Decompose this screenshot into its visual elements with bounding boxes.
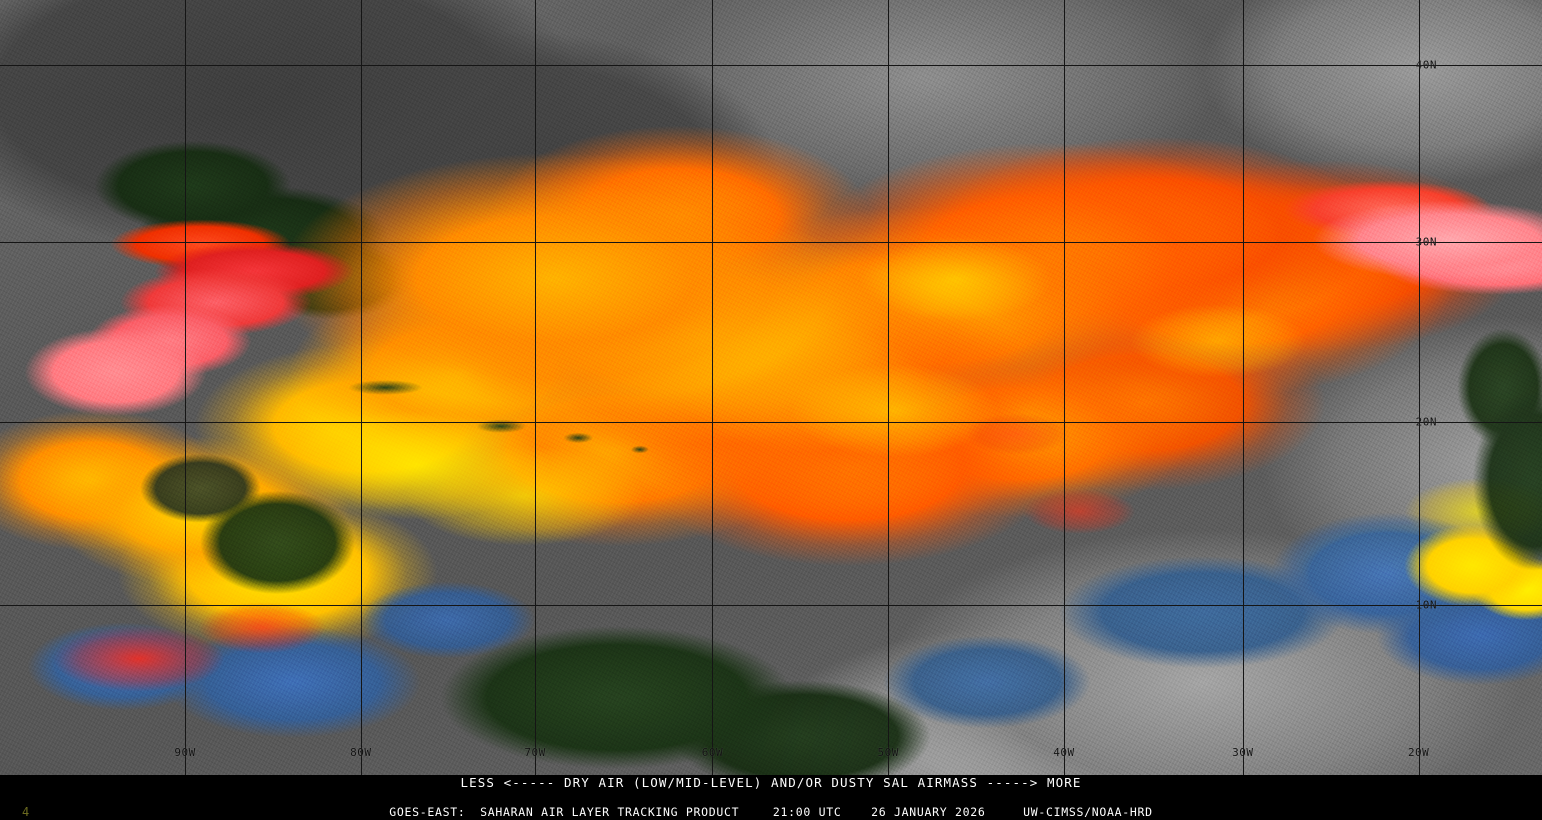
satellite-map[interactable]: 40N 30N 20N 10N 90W 80W 70W 60W 50W 40W 30W 20W	[0, 0, 1542, 775]
legend-panel: LESS <----- DRY AIR (LOW/MID-LEVEL) AND/…	[0, 775, 1542, 820]
credit-label: UW-CIMSS/NOAA-HRD	[1023, 805, 1153, 819]
layer-caribbean-islands	[0, 0, 1542, 775]
layer-pixel-noise	[0, 0, 1542, 775]
observation-date-label: 26 JANUARY 2026	[871, 805, 986, 819]
map-imagery-layers	[0, 0, 1542, 775]
product-name-label: SAHARAN AIR LAYER TRACKING PRODUCT	[480, 805, 740, 819]
satellite-label: GOES-EAST:	[389, 805, 466, 819]
footer-center-group: GOES-EAST: SAHARAN AIR LAYER TRACKING PR…	[0, 805, 1542, 819]
layer-vignette	[0, 0, 1542, 775]
colorbar-caption: LESS <----- DRY AIR (LOW/MID-LEVEL) AND/…	[460, 775, 1082, 790]
frame-counter-label: 4	[22, 805, 30, 819]
observation-time-label: 21:00 UTC	[772, 805, 842, 819]
